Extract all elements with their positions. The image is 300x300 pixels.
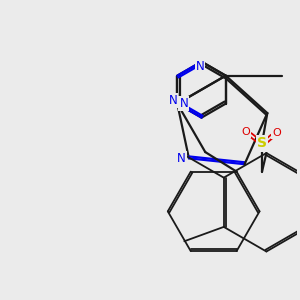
Text: N: N	[169, 94, 177, 106]
Text: N: N	[196, 60, 204, 73]
Text: O: O	[272, 128, 281, 138]
Text: S: S	[257, 136, 267, 150]
Text: N: N	[179, 97, 188, 110]
Text: O: O	[242, 127, 250, 136]
Text: N: N	[177, 152, 186, 165]
